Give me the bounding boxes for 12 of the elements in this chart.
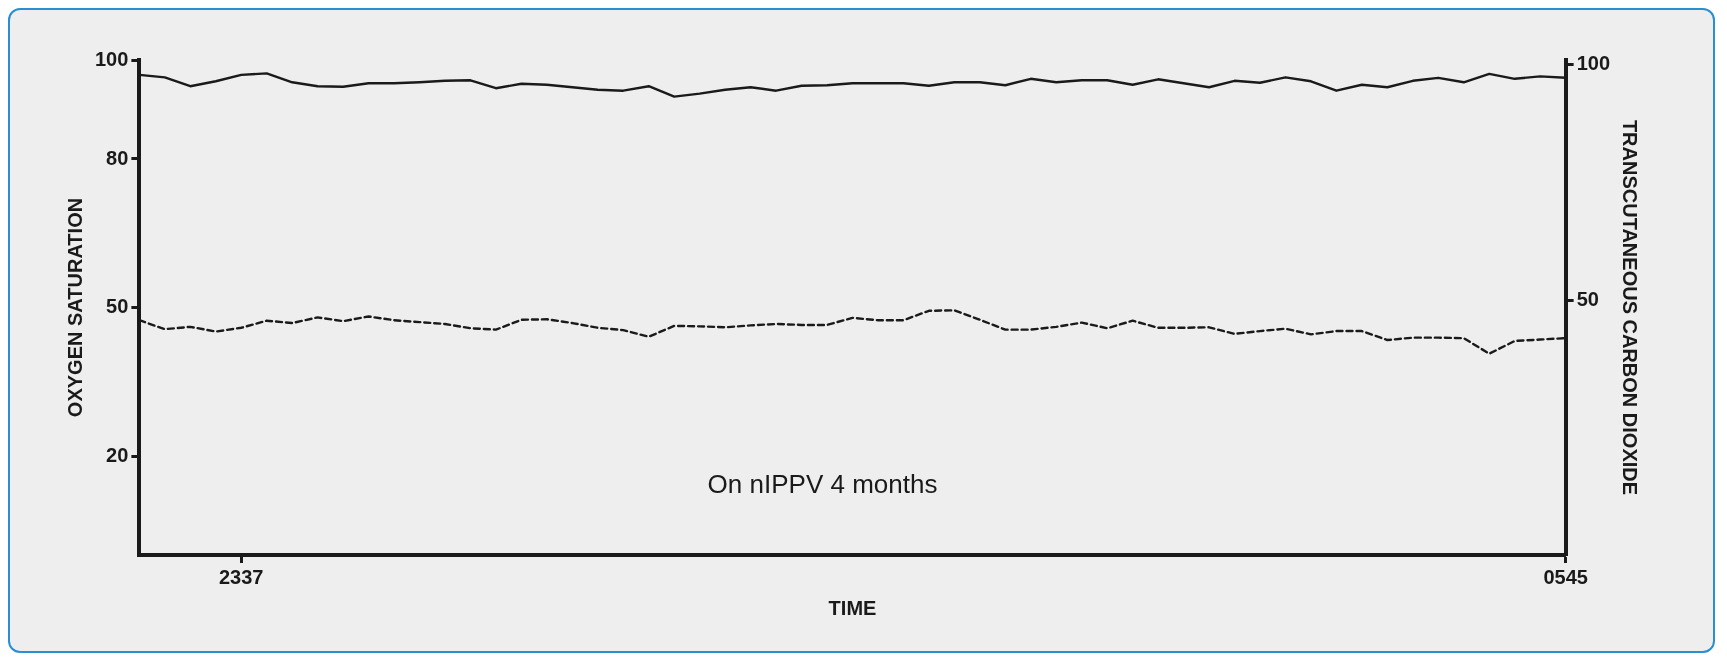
y-tick-label: 100 [94,47,129,70]
y-axis-title: OXYGEN SATURATION [63,197,86,418]
y2-tick-label: 50 [1576,287,1599,310]
x-tick-label: 0545 [1543,565,1588,588]
y-tick-label: 50 [106,295,129,318]
y-tick-label: 20 [106,443,129,466]
x-axis-title: TIME [828,596,877,619]
x-tick-label: 2337 [218,565,264,588]
y-tick-label: 80 [106,146,129,169]
y2-axis-title: TRANSCUTANEOUS CARBON DIOXIDE [1619,119,1642,496]
y2-tick-label: 100 [1576,52,1611,75]
annotation: On nIPPV 4 months [707,468,938,499]
